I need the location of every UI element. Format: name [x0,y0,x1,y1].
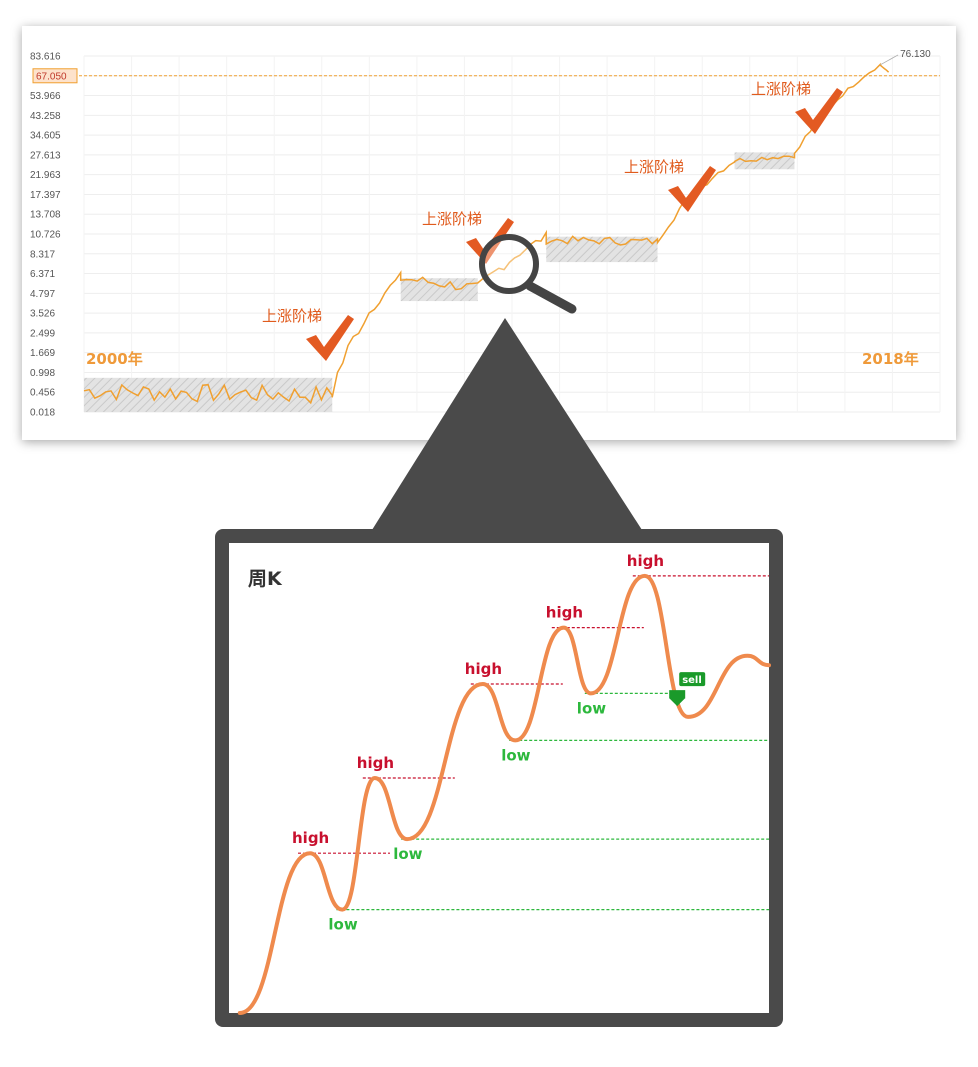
price-line [83,62,890,405]
y-tick-label: 10.726 [30,230,61,241]
consolidation-zone [400,278,478,302]
y-tick-label: 2.499 [30,328,55,339]
y-axis-ticks: 0.018 0.456 0.998 1.669 2.499 3.526 4.797 6.371… [30,52,61,419]
consolidation-zone [84,377,333,412]
y-tick-label: 17.397 [30,190,61,201]
y-tick-label: 4.797 [30,289,55,300]
end-year-label: 2018年 [862,350,919,368]
reference-value-label: 67.050 [36,71,67,82]
end-value-label: 76.130 [900,49,931,60]
checkmark-icon [306,315,354,361]
checkmark-icon [466,218,514,264]
end-value-leader [879,54,899,66]
high-label: high [357,754,394,772]
y-tick-label: 27.613 [30,150,61,161]
long-term-chart: 0.018 0.456 0.998 1.669 2.499 3.526 4.797 6.371… [30,49,941,419]
y-tick-label: 53.966 [30,91,61,102]
high-label: high [546,604,583,622]
y-tick-label: 0.456 [30,388,55,399]
low-label: low [393,845,422,863]
start-year-label: 2000年 [86,350,143,368]
low-label: low [328,916,357,934]
low-label: low [577,699,606,717]
sell-badge [679,672,706,687]
y-tick-label: 1.669 [30,348,55,359]
swing-labels: high high high high high low low low low [292,552,664,934]
y-tick-label: 8.317 [30,249,55,260]
ladder-label: 上涨阶梯 [262,307,322,325]
y-tick-label: 83.616 [30,52,61,63]
high-label: high [627,552,664,570]
sell-label: sell [682,675,702,686]
checkmark-icon [795,88,843,134]
low-label: low [501,746,530,764]
checkmark-icon [668,166,716,212]
reference-value-box [32,68,78,84]
y-tick-label: 0.998 [30,368,55,379]
grid [83,55,941,413]
y-tick-label: 13.708 [30,210,61,221]
y-tick-label: 43.258 [30,111,61,122]
y-tick-label: 6.371 [30,269,55,280]
high-label: high [465,660,502,678]
magnifier-icon [479,234,577,314]
weekly-chart-title: 周K [248,568,283,590]
sell-signal: sell [669,672,706,707]
y-tick-label: 21.963 [30,170,61,181]
consolidation-zone [734,152,795,170]
ladder-label: 上涨阶梯 [624,158,684,176]
zoom-canvas [229,543,769,1013]
ladder-label: 上涨阶梯 [422,210,482,228]
y-tick-label: 34.605 [30,131,61,142]
high-label: high [292,829,329,847]
consolidation-zones [84,152,795,412]
ladder-label: 上涨阶梯 [751,80,811,98]
y-tick-label: 0.018 [30,408,55,419]
y-tick-label: 3.526 [30,309,55,320]
weekly-price-curve [237,573,771,1015]
sell-marker-icon [669,690,686,707]
